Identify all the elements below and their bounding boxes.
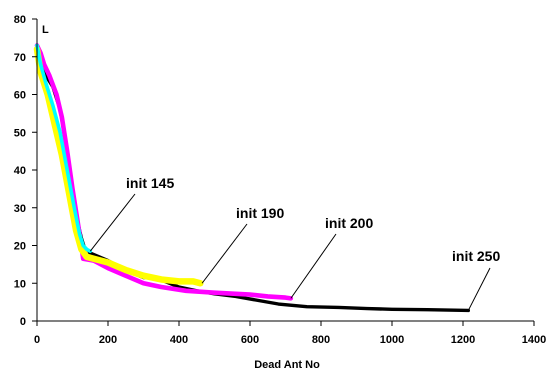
y-tick-label: 20: [14, 241, 26, 253]
annotations: init 145 init 190 init 200 init 250: [89, 175, 500, 311]
x-axis-label: Dead Ant No: [254, 359, 320, 371]
x-tick-label: 200: [99, 334, 117, 346]
series-line-3: [33, 45, 204, 287]
ticks: 0 200 400 600 800 1000 1200 1400 0 10 20 30 40 50 60 70…: [14, 14, 546, 346]
y-axis-label: L: [42, 24, 49, 36]
y-tick-label: 70: [14, 52, 26, 64]
y-tick-label: 50: [14, 127, 26, 139]
x-tick-label: 0: [34, 334, 40, 346]
x-tick-label: 1000: [380, 334, 404, 346]
plot-lines: [33, 43, 471, 313]
x-tick-label: 1400: [522, 334, 546, 346]
annotation-label: init 145: [126, 175, 174, 191]
annotation-label: init 250: [452, 248, 500, 264]
x-tick-label: 400: [170, 334, 188, 346]
series-line-2: [34, 43, 294, 301]
annotation-leader-line: [290, 233, 337, 299]
annotation-label: init 200: [325, 215, 373, 231]
annotation-label: init 190: [236, 205, 284, 221]
x-tick-label: 1200: [451, 334, 475, 346]
annotation-leader-line: [467, 267, 491, 311]
y-tick-label: 30: [14, 203, 26, 215]
series-line-4: [35, 43, 93, 253]
x-tick-label: 800: [312, 334, 330, 346]
y-tick-label: 80: [14, 14, 26, 26]
annotation-leader-line: [201, 223, 248, 284]
annotation-leader-line: [89, 193, 136, 252]
series-line-1: [35, 43, 471, 313]
axes: [36, 19, 534, 322]
x-tick-label: 600: [241, 334, 259, 346]
y-tick-label: 40: [14, 165, 26, 177]
y-tick-label: 10: [14, 278, 26, 290]
y-tick-label: 60: [14, 90, 26, 102]
y-tick-label: 0: [20, 316, 26, 328]
